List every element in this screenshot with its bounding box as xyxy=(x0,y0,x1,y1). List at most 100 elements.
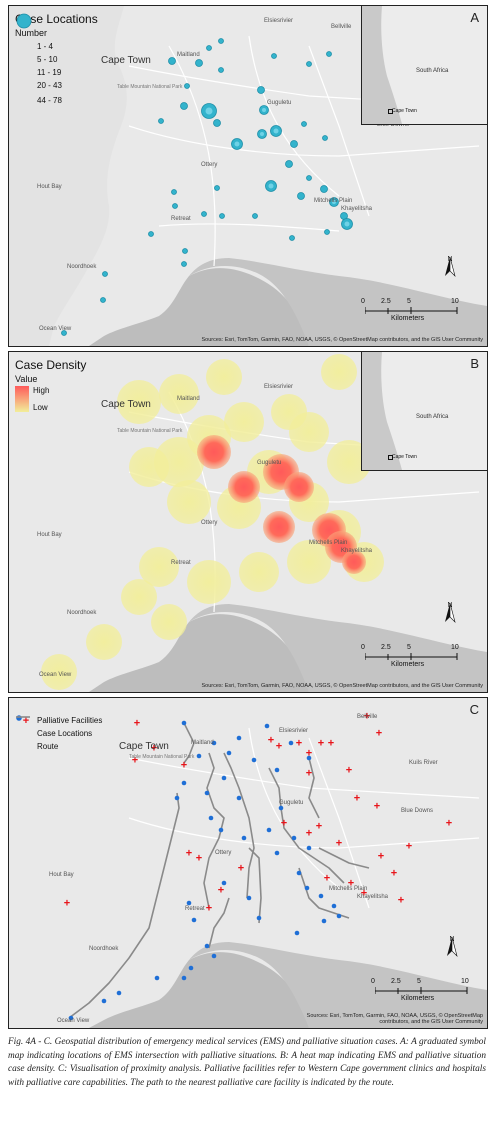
heat-low-area xyxy=(129,447,169,487)
case-point xyxy=(181,720,187,726)
case-point xyxy=(68,1015,74,1021)
heat-low-area xyxy=(327,440,371,484)
routes xyxy=(68,722,370,1019)
facility-marker: + xyxy=(316,821,322,833)
case-symbol-highlight xyxy=(268,183,274,189)
case-point xyxy=(218,827,224,833)
case-symbol xyxy=(218,67,224,73)
label-cape-town: Cape Town xyxy=(119,741,169,752)
facility-marker: + xyxy=(336,838,342,850)
label-noordhoek: Noordhoek xyxy=(67,610,97,616)
inset-label-city: Cape Town xyxy=(392,454,417,460)
heat-high-area xyxy=(342,550,366,574)
case-point xyxy=(191,917,197,923)
case-symbol xyxy=(181,261,187,267)
legend-cases: Case Locations xyxy=(15,715,102,740)
route-line xyxy=(208,897,230,949)
case-symbol xyxy=(326,51,332,57)
legend-class-2: 5 - 10 xyxy=(15,15,98,66)
facility-marker: + xyxy=(132,755,138,767)
label-retreat: Retreat xyxy=(185,906,205,912)
case-symbol xyxy=(158,118,164,124)
panel-b-heat-map: Cape Town Maitland Elsiesrivier Table Mo… xyxy=(8,351,488,693)
route-line xyxy=(248,847,262,924)
case-symbol xyxy=(61,330,67,336)
case-point xyxy=(288,740,294,746)
label-khayelitsha: Khayelitsha xyxy=(341,548,373,554)
label-ottery: Ottery xyxy=(215,850,232,856)
case-symbol xyxy=(306,175,312,181)
label-khayelitsha: Khayelitsha xyxy=(357,894,389,900)
case-symbol-highlight xyxy=(262,108,266,112)
case-point xyxy=(226,750,232,756)
case-point xyxy=(264,723,270,729)
facility-marker: + xyxy=(268,735,274,747)
case-symbol xyxy=(102,271,108,277)
label-khayelitsha: Khayelitsha xyxy=(341,206,373,212)
facility-marker: + xyxy=(346,765,352,777)
label-maitland: Maitland xyxy=(177,52,200,58)
case-point xyxy=(274,767,280,773)
case-point xyxy=(251,757,257,763)
case-point xyxy=(321,918,327,924)
label-retreat: Retreat xyxy=(171,216,191,222)
case-symbol xyxy=(271,53,277,59)
case-symbol-highlight xyxy=(234,141,240,147)
case-point xyxy=(318,893,324,899)
case-point xyxy=(181,975,187,981)
facility-marker: + xyxy=(306,828,312,840)
case-point xyxy=(208,815,214,821)
inset-label-city: Cape Town xyxy=(392,108,417,114)
heat-low-area xyxy=(117,380,161,424)
case-point xyxy=(188,965,194,971)
heat-high-area xyxy=(228,471,260,503)
legend-title: Case Density xyxy=(15,358,87,372)
route-line xyxy=(318,847,370,869)
heat-low-area xyxy=(239,552,279,592)
label-table-mountain: Table Mountain National Park xyxy=(129,754,195,760)
case-symbol xyxy=(171,189,177,195)
case-symbol xyxy=(301,121,307,127)
case-symbol xyxy=(218,38,224,44)
north-arrow-c: N xyxy=(445,936,459,957)
legend-case-locations: Case Locations Number 1 - 4 5 - 10 11 - … xyxy=(15,12,98,109)
legend-subtitle: Value xyxy=(15,374,38,384)
inset-label-country: South Africa xyxy=(416,414,449,420)
case-symbol-highlight xyxy=(205,107,213,115)
case-point xyxy=(221,775,227,781)
case-symbol xyxy=(289,235,295,241)
case-symbol-highlight xyxy=(273,128,279,134)
case-point xyxy=(221,880,227,886)
case-symbol xyxy=(290,140,298,148)
case-symbol xyxy=(322,135,328,141)
facility-marker: + xyxy=(376,728,382,740)
case-symbol xyxy=(219,213,225,219)
case-point xyxy=(291,835,297,841)
case-symbol xyxy=(206,45,212,51)
inset-location-box xyxy=(388,455,393,460)
inset-label-country: South Africa xyxy=(416,68,449,74)
label-ocean-view: Ocean View xyxy=(57,1018,90,1024)
label-noordhoek: Noordhoek xyxy=(89,946,119,952)
facility-marker: + xyxy=(361,888,367,900)
label-gugulethu: Guguletu xyxy=(257,460,282,466)
label-mitchells-plain: Mitchells Plain xyxy=(314,198,353,204)
legend-class-3: 11 - 19 xyxy=(15,14,98,79)
facility-marker: + xyxy=(196,853,202,865)
heat-low-area xyxy=(167,480,211,524)
label-mitchells-plain: Mitchells Plain xyxy=(329,886,368,892)
heat-low-area xyxy=(321,354,357,390)
base-map: + + + + + + + + + + + + + + + + + + + + + + + + + + + + + + + + + + xyxy=(9,698,487,1028)
label-noordhoek: Noordhoek xyxy=(67,264,97,270)
facility-marker: + xyxy=(218,885,224,897)
label-bellville: Bellville xyxy=(357,714,378,720)
inset-location-box xyxy=(388,109,393,114)
north-arrow-b: N xyxy=(443,602,457,623)
legend-title: Case Locations xyxy=(15,12,98,26)
case-point xyxy=(246,895,252,901)
heat-low-area xyxy=(86,624,122,660)
label-hout-bay: Hout Bay xyxy=(49,872,74,878)
case-point xyxy=(236,795,242,801)
case-symbol xyxy=(320,185,328,193)
attribution-c: Sources: Esri, TomTom, Garmin, FAO, NOAA… xyxy=(306,1013,483,1025)
